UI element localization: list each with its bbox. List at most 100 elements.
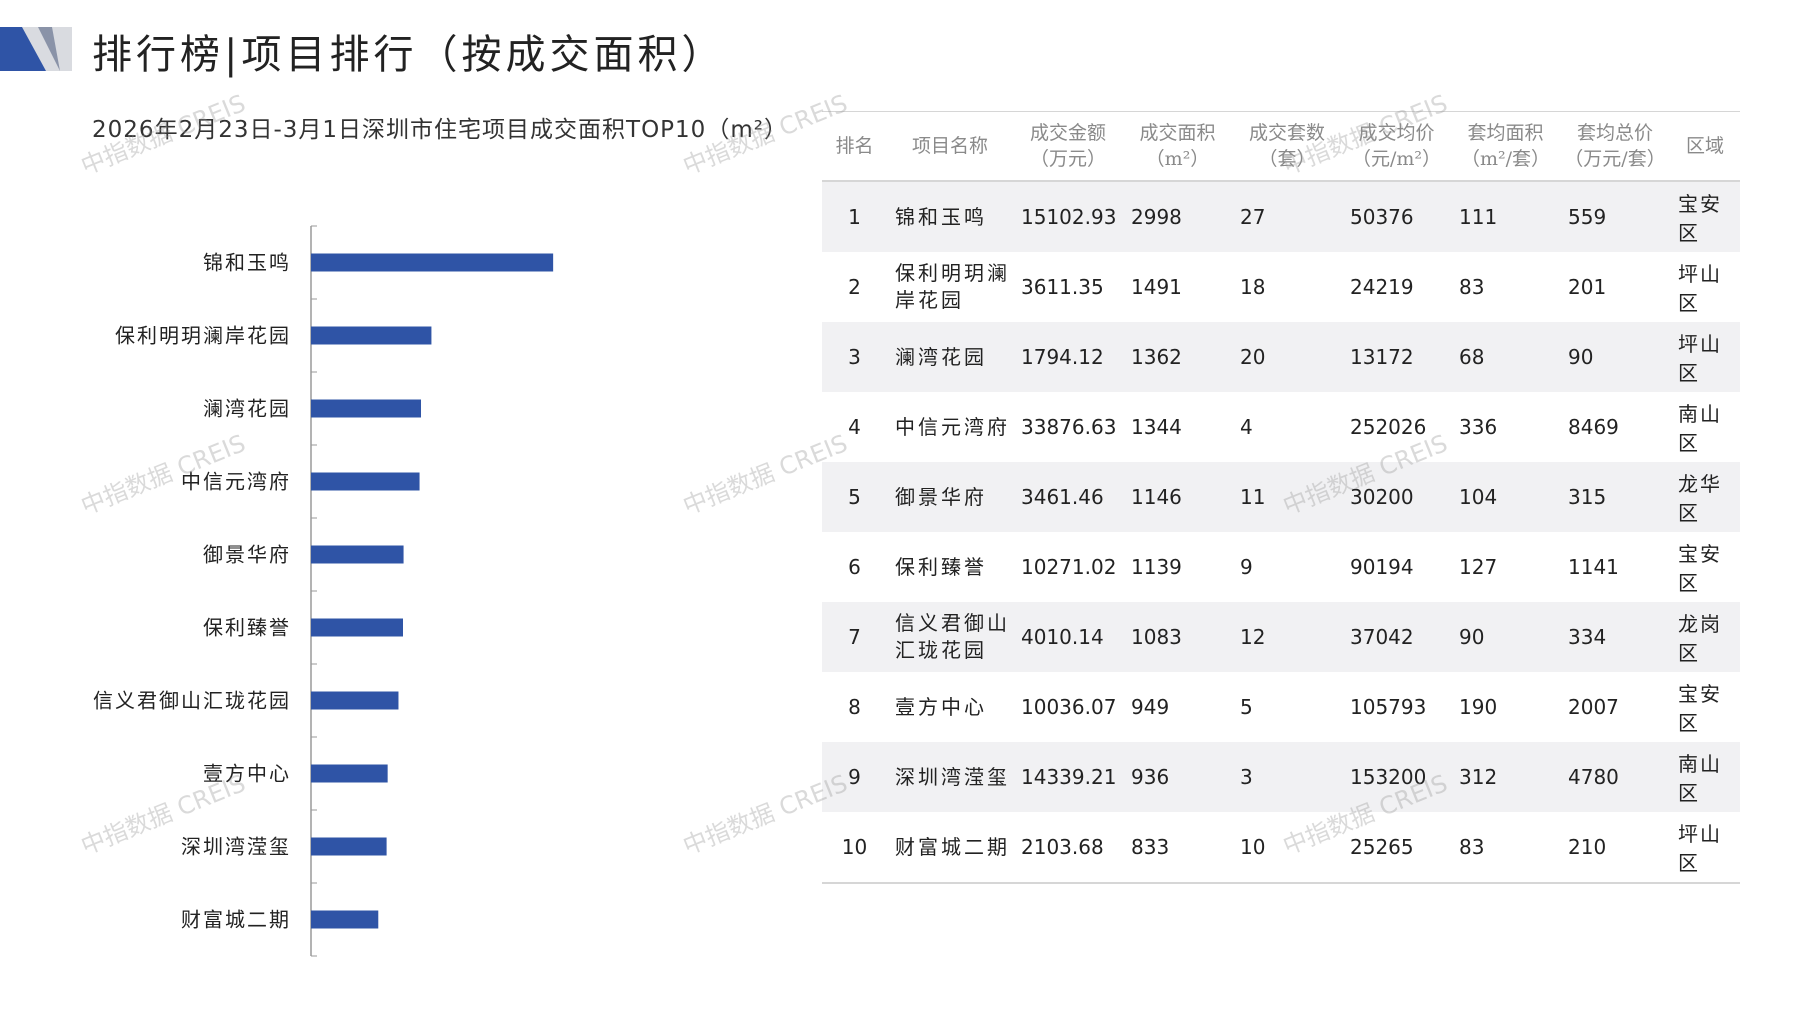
cell-rank: 8 xyxy=(822,672,887,742)
column-header-label: 成交金额 xyxy=(1029,122,1106,144)
cell-rank: 3 xyxy=(822,322,887,392)
cell-avg-area: 68 xyxy=(1451,322,1560,392)
cell-avg-total: 210 xyxy=(1560,812,1670,884)
cell-area: 1344 xyxy=(1123,392,1232,462)
cell-name: 深圳湾滢玺 xyxy=(887,742,1013,812)
cell-district: 南山区 xyxy=(1670,392,1740,462)
table-row: 1 锦和玉鸣 15102.93 2998 27 50376 111 559 宝安区 xyxy=(822,181,1740,252)
bar xyxy=(311,326,432,345)
column-header-label: 套均面积 xyxy=(1467,122,1544,144)
cell-avg-price: 252026 xyxy=(1342,392,1451,462)
cell-avg-total: 1141 xyxy=(1560,532,1670,602)
cell-avg-area: 127 xyxy=(1451,532,1560,602)
cell-district: 龙华区 xyxy=(1670,462,1740,532)
cell-units: 10 xyxy=(1232,812,1342,884)
cell-rank: 5 xyxy=(822,462,887,532)
category-label: 御景华府 xyxy=(203,543,291,567)
cell-avg-area: 90 xyxy=(1451,602,1560,672)
table-row: 6 保利臻誉 10271.02 1139 9 90194 127 1141 宝安区 xyxy=(822,532,1740,602)
cell-avg-total: 90 xyxy=(1560,322,1670,392)
cell-rank: 2 xyxy=(822,252,887,322)
column-header: 套均总价 （万元/套） xyxy=(1560,111,1670,182)
bar xyxy=(311,399,422,418)
table-row: 4 中信元湾府 33876.63 1344 4 252026 336 8469 南山区 xyxy=(822,392,1740,462)
cell-district: 坪山区 xyxy=(1670,252,1740,322)
cell-amount: 33876.63 xyxy=(1013,392,1123,462)
cell-area: 833 xyxy=(1123,812,1232,884)
cell-name: 锦和玉鸣 xyxy=(887,181,1013,252)
column-header-unit: （万元） xyxy=(1029,148,1106,170)
cell-area: 1362 xyxy=(1123,322,1232,392)
column-header: 排名 xyxy=(822,111,887,182)
column-header: 套均面积 （m²/套） xyxy=(1451,111,1560,182)
cell-amount: 3611.35 xyxy=(1013,252,1123,322)
table-row: 5 御景华府 3461.46 1146 11 30200 104 315 龙华区 xyxy=(822,462,1740,532)
cell-name: 保利明玥澜岸花园 xyxy=(887,252,1013,322)
cell-avg-price: 90194 xyxy=(1342,532,1451,602)
cell-area: 2998 xyxy=(1123,181,1232,252)
cell-avg-area: 111 xyxy=(1451,181,1560,252)
column-header: 成交均价 （元/m²） xyxy=(1342,111,1451,182)
cell-units: 27 xyxy=(1232,181,1342,252)
cell-district: 宝安区 xyxy=(1670,181,1740,252)
cell-avg-price: 25265 xyxy=(1342,812,1451,884)
cell-avg-area: 336 xyxy=(1451,392,1560,462)
cell-amount: 3461.46 xyxy=(1013,462,1123,532)
ranking-table: 排名 项目名称 成交金额 （万元） 成交面积 （m²） 成交套数 （套） 成交均价 （元/m²） 套… xyxy=(822,111,1740,884)
cell-amount: 10036.07 xyxy=(1013,672,1123,742)
column-header-label: 成交套数 xyxy=(1248,122,1325,144)
cell-amount: 10271.02 xyxy=(1013,532,1123,602)
table-row: 2 保利明玥澜岸花园 3611.35 1491 18 24219 83 201 坪山区 xyxy=(822,252,1740,322)
bar xyxy=(311,837,387,856)
bar xyxy=(311,910,379,929)
column-header: 区域 xyxy=(1670,111,1740,182)
cell-name: 财富城二期 xyxy=(887,812,1013,884)
cell-avg-area: 83 xyxy=(1451,252,1560,322)
cell-avg-area: 312 xyxy=(1451,742,1560,812)
column-header-label: 项目名称 xyxy=(911,135,988,157)
bar xyxy=(311,253,554,272)
cell-rank: 7 xyxy=(822,602,887,672)
cell-avg-price: 50376 xyxy=(1342,181,1451,252)
column-header: 成交套数 （套） xyxy=(1232,111,1342,182)
table-row: 3 澜湾花园 1794.12 1362 20 13172 68 90 坪山区 xyxy=(822,322,1740,392)
cell-district: 南山区 xyxy=(1670,742,1740,812)
chart-title: 2026年2月23日-3月1日深圳市住宅项目成交面积TOP10（m²） xyxy=(92,117,788,143)
table-row: 8 壹方中心 10036.07 949 5 105793 190 2007 宝安区 xyxy=(822,672,1740,742)
cell-name: 御景华府 xyxy=(887,462,1013,532)
cell-units: 18 xyxy=(1232,252,1342,322)
cell-avg-total: 559 xyxy=(1560,181,1670,252)
cell-amount: 1794.12 xyxy=(1013,322,1123,392)
cell-district: 坪山区 xyxy=(1670,322,1740,392)
cell-name: 壹方中心 xyxy=(887,672,1013,742)
cell-avg-total: 8469 xyxy=(1560,392,1670,462)
cell-rank: 6 xyxy=(822,532,887,602)
cell-rank: 10 xyxy=(822,812,887,884)
cell-avg-total: 334 xyxy=(1560,602,1670,672)
column-header-unit: （m²/套） xyxy=(1460,148,1551,170)
cell-avg-price: 153200 xyxy=(1342,742,1451,812)
bar xyxy=(311,764,388,783)
cell-name: 信义君御山汇珑花园 xyxy=(887,602,1013,672)
cell-district: 龙岗区 xyxy=(1670,602,1740,672)
table-body: 1 锦和玉鸣 15102.93 2998 27 50376 111 559 宝安区 2 保利明玥澜岸… xyxy=(822,181,1740,884)
column-header: 项目名称 xyxy=(887,111,1013,182)
cell-area: 1139 xyxy=(1123,532,1232,602)
cell-area: 1491 xyxy=(1123,252,1232,322)
column-header-unit: （元/m²） xyxy=(1351,148,1442,170)
category-label: 财富城二期 xyxy=(181,908,291,932)
cell-amount: 14339.21 xyxy=(1013,742,1123,812)
cell-units: 20 xyxy=(1232,322,1342,392)
bar xyxy=(311,472,420,491)
cell-district: 宝安区 xyxy=(1670,532,1740,602)
column-header-label: 成交均价 xyxy=(1358,122,1435,144)
cell-area: 936 xyxy=(1123,742,1232,812)
cell-avg-price: 37042 xyxy=(1342,602,1451,672)
cell-units: 11 xyxy=(1232,462,1342,532)
cell-area: 1083 xyxy=(1123,602,1232,672)
cell-name: 澜湾花园 xyxy=(887,322,1013,392)
category-label: 保利臻誉 xyxy=(203,616,291,640)
category-label: 锦和玉鸣 xyxy=(203,251,291,275)
bar-chart: 锦和玉鸣保利明玥澜岸花园澜湾花园中信元湾府御景华府保利臻誉信义君御山汇珑花园壹方… xyxy=(93,225,554,957)
cell-rank: 4 xyxy=(822,392,887,462)
